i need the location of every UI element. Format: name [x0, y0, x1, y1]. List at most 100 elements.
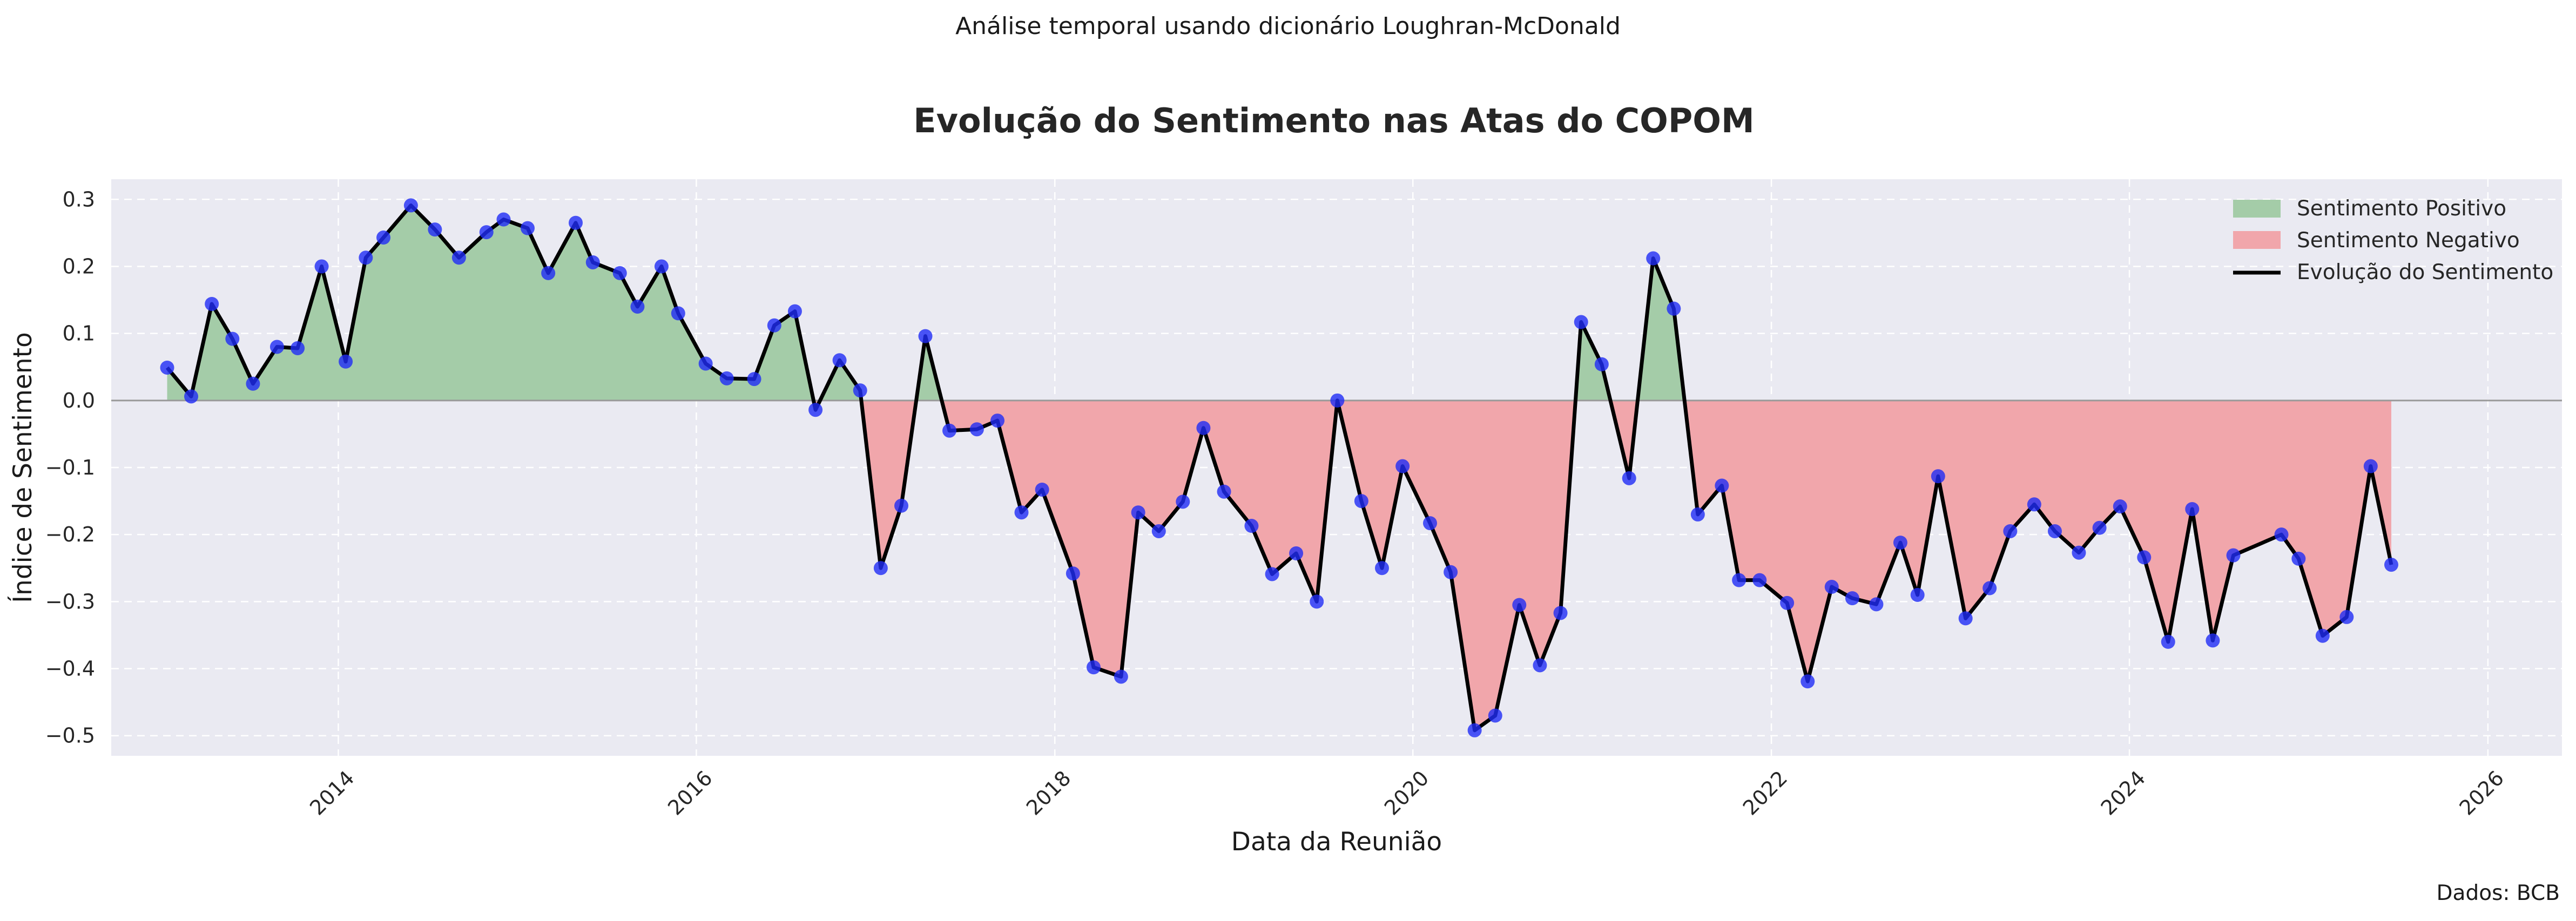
- data-point: [1196, 421, 1211, 435]
- source-note: Dados: BCB: [2437, 881, 2560, 905]
- data-point: [1574, 315, 1588, 329]
- data-point: [1217, 484, 1231, 499]
- y-tick-label: 0.1: [63, 322, 95, 346]
- data-point: [630, 299, 645, 314]
- data-point: [719, 371, 734, 385]
- data-point: [2226, 548, 2241, 563]
- data-point: [585, 255, 600, 269]
- x-tick-label: 2018: [1022, 766, 1076, 820]
- data-point: [1780, 595, 1795, 610]
- data-point: [1131, 505, 1145, 520]
- data-point: [1553, 606, 1568, 620]
- data-point: [1330, 393, 1345, 408]
- y-tick-label: −0.3: [45, 590, 95, 613]
- data-point: [160, 360, 174, 375]
- data-point: [1289, 546, 1304, 560]
- y-axis-ticks: 0.3 0.2 0.1 0.0 −0.1 −0.2 −0.3 −0.4 −0.5: [45, 187, 95, 747]
- data-point: [2315, 628, 2330, 643]
- data-point: [2072, 545, 2086, 560]
- x-tick-label: 2022: [1738, 766, 1792, 820]
- y-tick-label: 0.3: [63, 187, 95, 211]
- data-point: [291, 341, 305, 355]
- data-point: [569, 215, 583, 230]
- data-point: [1176, 495, 1190, 509]
- data-point: [479, 225, 494, 240]
- y-axis-label: Índice de Sentimento: [8, 332, 38, 603]
- data-point: [2339, 610, 2354, 624]
- data-point: [1467, 723, 1482, 737]
- legend-swatch-negative: [2233, 231, 2281, 249]
- data-point: [1265, 567, 1279, 581]
- data-point: [1087, 660, 1101, 675]
- data-point: [1715, 478, 1729, 493]
- data-point: [1354, 494, 1368, 509]
- x-tick-label: 2026: [2455, 766, 2509, 820]
- data-point: [767, 318, 781, 333]
- data-point: [2384, 558, 2398, 572]
- negative-area: [941, 400, 1576, 730]
- data-point: [359, 250, 373, 265]
- positive-area: [167, 205, 814, 401]
- data-point: [1622, 471, 1636, 485]
- data-point: [612, 266, 627, 280]
- data-point: [1690, 507, 1705, 522]
- data-point: [521, 221, 535, 235]
- data-point: [2363, 459, 2378, 473]
- data-point: [1014, 505, 1029, 520]
- data-point: [1869, 597, 1884, 612]
- data-point: [1958, 611, 1973, 626]
- legend-swatch-positive: [2233, 200, 2281, 218]
- y-tick-label: 0.2: [63, 254, 95, 278]
- data-point: [969, 422, 984, 437]
- data-point: [1845, 591, 1859, 606]
- y-tick-label: −0.1: [45, 456, 95, 479]
- positive-area: [820, 360, 861, 401]
- data-point: [428, 222, 442, 237]
- data-point: [2206, 633, 2220, 648]
- data-point: [698, 356, 713, 371]
- data-point: [2092, 520, 2107, 535]
- x-tick-label: 2024: [2096, 766, 2150, 820]
- x-tick-label: 2016: [663, 766, 717, 820]
- data-point: [2003, 524, 2018, 538]
- sentiment-fill-areas: [167, 205, 2391, 730]
- chart-suptitle: Análise temporal usando dicionário Lough…: [955, 12, 1621, 40]
- positive-area: [916, 336, 942, 401]
- positive-area: [1575, 322, 1611, 401]
- data-point: [918, 329, 933, 343]
- data-point: [894, 498, 909, 513]
- data-point: [1375, 561, 1390, 575]
- data-point: [853, 383, 867, 398]
- data-point: [2137, 550, 2152, 565]
- data-point: [339, 354, 353, 369]
- data-point: [808, 403, 823, 417]
- data-point: [1893, 536, 1907, 550]
- data-point: [747, 372, 761, 387]
- data-point: [1732, 573, 1746, 587]
- data-point: [2185, 502, 2200, 516]
- data-point: [1594, 357, 1609, 371]
- y-tick-label: −0.2: [45, 523, 95, 546]
- x-axis-label: Data da Reunião: [1231, 827, 1442, 857]
- y-tick-label: −0.5: [45, 724, 95, 748]
- data-point: [2274, 527, 2289, 542]
- data-point: [376, 231, 391, 245]
- data-point: [451, 250, 466, 265]
- x-tick-label: 2014: [305, 766, 359, 820]
- data-point: [1800, 674, 1815, 689]
- data-point: [269, 340, 284, 354]
- data-point: [1646, 251, 1661, 266]
- sentiment-points: [160, 198, 2398, 737]
- chart-title: Evolução do Sentimento nas Atas do COPOM: [913, 101, 1754, 140]
- data-point: [1310, 594, 1324, 609]
- data-point: [205, 296, 219, 311]
- legend: Sentimento Positivo Sentimento Negativo …: [2233, 197, 2553, 285]
- data-point: [184, 389, 199, 404]
- data-point: [990, 414, 1005, 428]
- negative-area: [861, 400, 916, 568]
- data-point: [1931, 469, 1945, 484]
- data-point: [246, 376, 260, 391]
- data-point: [671, 306, 685, 321]
- legend-label-negative: Sentimento Negativo: [2297, 228, 2520, 253]
- data-point: [1752, 573, 1767, 587]
